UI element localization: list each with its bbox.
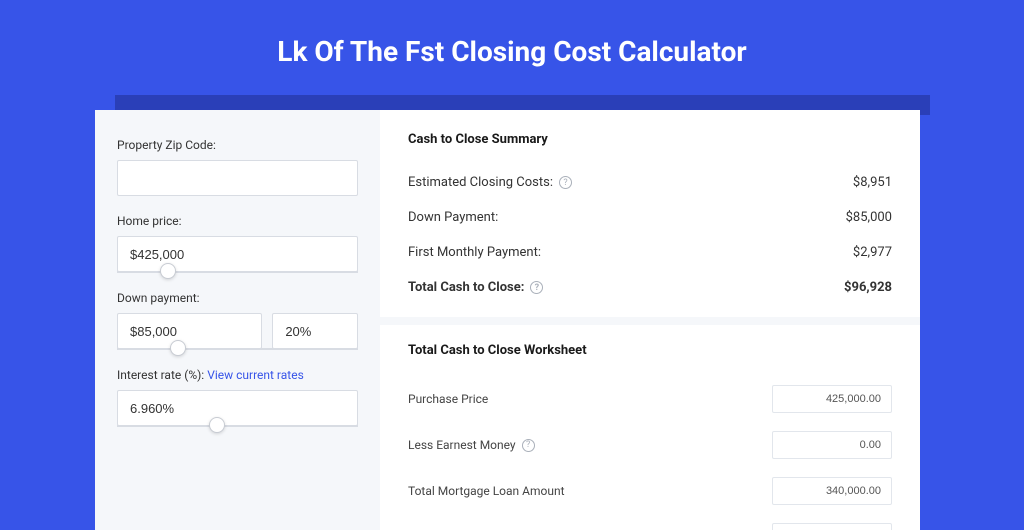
down-payment-pct-input[interactable] — [272, 313, 358, 349]
worksheet-label: Total Mortgage Loan Amount — [408, 484, 565, 498]
summary-total-label-text: Total Cash to Close: — [408, 280, 524, 295]
down-payment-group: Down payment: — [117, 291, 358, 350]
second-mortgage-input[interactable] — [772, 523, 892, 530]
interest-rate-slider[interactable] — [117, 425, 358, 427]
purchase-price-input[interactable] — [772, 385, 892, 413]
summary-row: Estimated Closing Costs: ? $8,951 — [408, 165, 892, 200]
summary-row: First Monthly Payment: $2,977 — [408, 235, 892, 270]
summary-total-value: $96,928 — [844, 280, 892, 295]
worksheet-label: Purchase Price — [408, 392, 488, 406]
interest-rate-input[interactable] — [117, 390, 358, 426]
summary-label: Down Payment: — [408, 210, 498, 225]
summary-label: Estimated Closing Costs: ? — [408, 175, 572, 190]
interest-rate-label: Interest rate (%): View current rates — [117, 368, 358, 382]
help-icon[interactable]: ? — [522, 439, 535, 452]
interest-rate-group: Interest rate (%): View current rates — [117, 368, 358, 427]
home-price-slider-thumb[interactable] — [160, 263, 176, 279]
down-payment-slider-thumb[interactable] — [170, 340, 186, 356]
mortgage-loan-input[interactable] — [772, 477, 892, 505]
summary-title: Cash to Close Summary — [408, 132, 892, 147]
zip-group: Property Zip Code: — [117, 138, 358, 196]
summary-value: $85,000 — [846, 210, 892, 225]
view-rates-link[interactable]: View current rates — [207, 368, 304, 382]
earnest-money-input[interactable] — [772, 431, 892, 459]
worksheet-row: Purchase Price — [408, 376, 892, 422]
down-payment-amount-input[interactable] — [117, 313, 262, 349]
summary-label: First Monthly Payment: — [408, 245, 541, 260]
summary-row: Down Payment: $85,000 — [408, 200, 892, 235]
calculator-card: Property Zip Code: Home price: Down paym… — [95, 110, 920, 530]
interest-rate-label-text: Interest rate (%): — [117, 368, 204, 382]
zip-label: Property Zip Code: — [117, 138, 358, 152]
summary-total-row: Total Cash to Close: ? $96,928 — [408, 270, 892, 305]
zip-input[interactable] — [117, 160, 358, 196]
down-payment-label: Down payment: — [117, 291, 358, 305]
help-icon[interactable]: ? — [559, 176, 572, 189]
summary-total-label: Total Cash to Close: ? — [408, 280, 543, 295]
interest-rate-slider-thumb[interactable] — [209, 417, 225, 433]
summary-value: $2,977 — [853, 245, 892, 260]
page-title: Lk Of The Fst Closing Cost Calculator — [0, 0, 1024, 98]
home-price-slider[interactable] — [117, 271, 358, 273]
home-price-label: Home price: — [117, 214, 358, 228]
help-icon[interactable]: ? — [530, 281, 543, 294]
worksheet-row: Total Second Mortgage Amount ? — [408, 514, 892, 530]
summary-value: $8,951 — [853, 175, 892, 190]
worksheet-title: Total Cash to Close Worksheet — [408, 343, 892, 358]
worksheet-label: Less Earnest Money ? — [408, 438, 535, 452]
home-price-input[interactable] — [117, 236, 358, 272]
summary-label-text: Estimated Closing Costs: — [408, 175, 553, 190]
home-price-group: Home price: — [117, 214, 358, 273]
input-panel: Property Zip Code: Home price: Down paym… — [95, 110, 380, 530]
worksheet-row: Less Earnest Money ? — [408, 422, 892, 468]
section-divider — [380, 317, 920, 325]
worksheet-label-text: Less Earnest Money — [408, 438, 516, 452]
down-payment-slider[interactable] — [117, 348, 358, 350]
summary-panel: Cash to Close Summary Estimated Closing … — [380, 110, 920, 530]
worksheet-row: Total Mortgage Loan Amount — [408, 468, 892, 514]
